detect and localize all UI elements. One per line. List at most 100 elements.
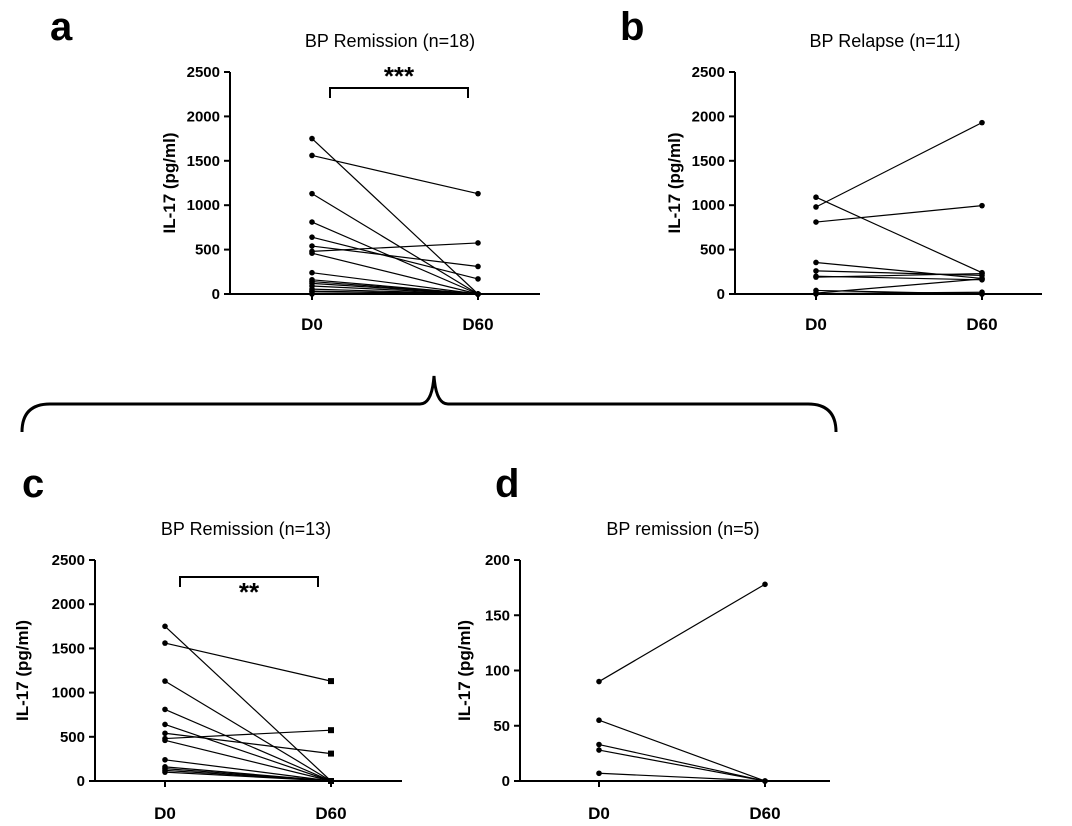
data-point-d60	[475, 263, 481, 270]
series-line	[815, 291, 983, 295]
y-tick-label: 100	[485, 663, 510, 680]
data-point-d0	[162, 756, 168, 763]
panel-letter: b	[620, 5, 644, 49]
series-line	[598, 743, 766, 782]
significance-stars: **	[239, 577, 260, 607]
data-point-d0	[813, 274, 819, 280]
y-axis-label: IL-17 (pg/ml)	[13, 620, 32, 721]
data-point-d60	[979, 270, 985, 277]
chart-title: BP Relapse (n=11)	[810, 31, 961, 51]
data-point-d0	[162, 730, 168, 737]
series-line	[598, 749, 766, 782]
y-tick-label: 500	[700, 242, 725, 259]
y-tick-label: 2000	[52, 596, 85, 613]
grouping-brace	[20, 375, 838, 433]
y-tick-label: 500	[60, 729, 85, 746]
y-tick-label: 0	[212, 286, 220, 303]
data-point-d0	[162, 737, 168, 744]
panel-d: d BP remission (n=5) IL-17 (pg/ml) 0 50 100 15…	[455, 462, 830, 823]
data-point-d60	[328, 727, 334, 734]
data-point-d0	[813, 219, 819, 225]
series-line	[815, 122, 983, 208]
data-point-d60	[328, 778, 334, 784]
y-tick-label: 500	[195, 242, 220, 259]
panel-b: b BP Relapse (n=11) IL-17 (pg/ml) 0 500 1000 1…	[620, 5, 1042, 334]
series-line	[164, 729, 332, 740]
data-point-d0	[813, 259, 819, 266]
series-line	[815, 278, 983, 294]
x-tick-label: D0	[154, 804, 176, 823]
y-tick-label: 200	[485, 552, 510, 569]
panel-letter: d	[495, 462, 519, 506]
series-line	[815, 205, 983, 223]
series-line	[598, 583, 766, 683]
panel-a: a BP Remission (n=18) IL-17 (pg/ml) 0 500 100…	[50, 5, 540, 334]
data-point-d0	[596, 717, 602, 724]
series-line	[815, 261, 983, 280]
y-tick-label: 2500	[692, 64, 725, 81]
series-line	[164, 708, 332, 782]
y-tick-label: 0	[77, 773, 85, 790]
data-point-d0	[596, 747, 602, 753]
data-point-d60	[328, 678, 334, 685]
y-tick-label: 1000	[187, 197, 220, 214]
y-tick-label: 150	[485, 607, 510, 624]
series-line	[311, 154, 479, 195]
x-tick-label: D60	[315, 804, 346, 823]
x-tick-label: D60	[749, 804, 780, 823]
y-axis-label: IL-17 (pg/ml)	[455, 620, 474, 721]
series-line	[164, 642, 332, 682]
data-point-d0	[309, 234, 315, 240]
data-point-d0	[596, 770, 602, 777]
data-point-d0	[162, 678, 168, 684]
series-line	[311, 138, 479, 295]
data-point-d0	[309, 219, 315, 225]
series-line	[311, 242, 479, 252]
series-line	[815, 196, 983, 274]
series-line	[311, 272, 479, 295]
data-point-d0	[162, 769, 168, 775]
data-point-d60	[979, 276, 985, 282]
panel-letter: a	[50, 5, 73, 49]
data-point-d60	[979, 291, 985, 297]
significance-bracket	[329, 87, 469, 98]
y-axis-label: IL-17 (pg/ml)	[665, 132, 684, 233]
data-point-d60	[762, 581, 768, 588]
series-line	[311, 193, 479, 295]
y-tick-label: 1000	[52, 685, 85, 702]
series-line	[164, 723, 332, 782]
data-point-d0	[309, 135, 315, 142]
data-point-d0	[309, 250, 315, 256]
significance-bracket	[179, 576, 319, 587]
x-tick-label: D0	[301, 315, 323, 334]
series-line	[311, 245, 479, 268]
data-point-d60	[979, 202, 985, 209]
data-point-d0	[813, 204, 819, 210]
data-point-d60	[762, 778, 768, 784]
data-point-d0	[309, 269, 315, 276]
y-tick-label: 1000	[692, 197, 725, 214]
series-line	[598, 772, 766, 782]
x-tick-label: D60	[462, 315, 493, 334]
data-point-d0	[596, 741, 602, 748]
chart-title: BP Remission (n=18)	[305, 31, 475, 51]
data-point-d60	[328, 750, 334, 757]
data-point-d60	[475, 276, 481, 282]
chart-title: BP remission (n=5)	[606, 519, 759, 539]
data-point-d0	[813, 194, 819, 201]
y-axis-label: IL-17 (pg/ml)	[160, 132, 179, 233]
data-point-d0	[309, 291, 315, 297]
y-tick-label: 1500	[187, 153, 220, 170]
data-point-d60	[979, 119, 985, 126]
y-tick-label: 2500	[52, 552, 85, 569]
data-point-d0	[162, 706, 168, 713]
significance-stars: ***	[384, 61, 415, 91]
series-line	[164, 771, 332, 782]
series-line	[311, 236, 479, 280]
data-point-d0	[309, 190, 315, 197]
data-point-d0	[813, 291, 819, 297]
data-point-d0	[162, 721, 168, 728]
y-tick-label: 2500	[187, 64, 220, 81]
data-point-d0	[162, 640, 168, 646]
